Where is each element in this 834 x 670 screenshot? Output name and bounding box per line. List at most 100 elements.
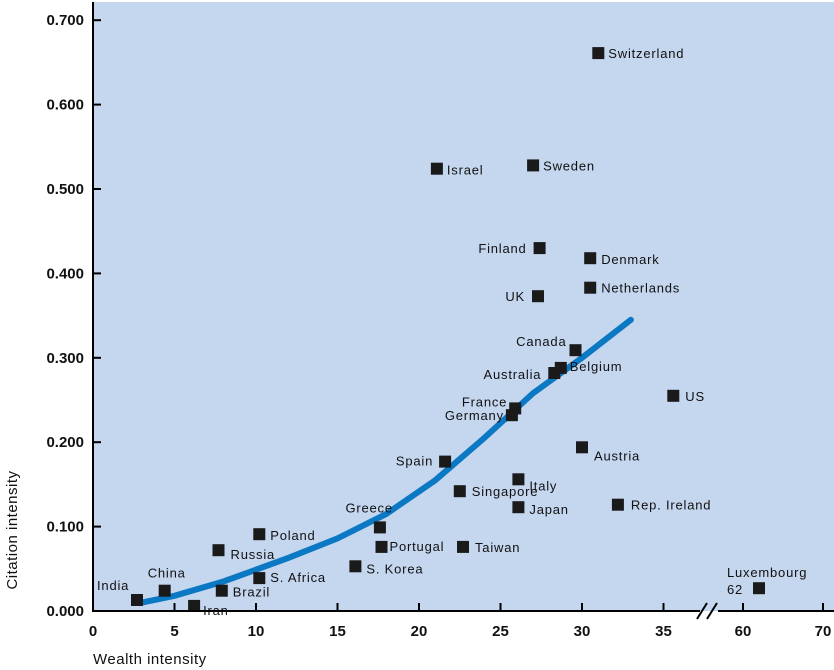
point-israel: Israel: [430, 162, 484, 178]
axis-break-mark: [706, 602, 718, 620]
point-marker-greece: [373, 521, 386, 534]
point-marker-poland: [253, 528, 266, 541]
point-greece: Greece: [345, 500, 392, 534]
point-marker-italy: [512, 473, 525, 486]
trend-line-layer: [138, 316, 634, 606]
point-label-israel: Israel: [447, 163, 484, 178]
point-label-luxembourg-value: 62: [727, 582, 743, 597]
y-tick-label: 0.300: [46, 350, 84, 367]
point-marker-israel: [430, 162, 443, 175]
point-marker-finland: [533, 242, 546, 255]
x-tick-label: 60: [735, 623, 752, 640]
point-singapore: Singapore: [453, 484, 538, 499]
point-germany: Germany: [445, 408, 518, 423]
point-label-italy: Italy: [529, 478, 557, 493]
point-marker-russia: [212, 544, 225, 557]
point-label-canada: Canada: [516, 334, 566, 349]
y-axis-label: Citation intensity: [4, 470, 21, 589]
point-label-belgium: Belgium: [570, 359, 623, 374]
x-axis-label: Wealth intensity: [93, 651, 207, 668]
point-label-taiwan: Taiwan: [475, 540, 520, 555]
point-label-switzerland: Switzerland: [608, 46, 684, 61]
data-points-layer: Switzerland Sweden Israel Finland Denmark Net…: [97, 46, 807, 618]
point-luxembourg: Luxembourg 62: [727, 565, 807, 597]
point-label-us: US: [685, 389, 705, 404]
point-marker-sweden: [527, 159, 540, 172]
point-marker-luxembourg: [753, 582, 765, 595]
point-japan: Japan: [512, 501, 568, 517]
point-label-japan: Japan: [529, 502, 568, 517]
point-label-portugal: Portugal: [390, 539, 445, 554]
point-label-finland: Finland: [478, 241, 526, 256]
point-marker-singapore: [453, 485, 466, 498]
y-tick-label: 0.200: [46, 434, 84, 451]
point-marker-us: [667, 389, 680, 402]
point-label-france: France: [462, 394, 507, 409]
y-tick-label: 0.600: [46, 97, 84, 114]
point-label-singapore: Singapore: [472, 484, 538, 499]
point-poland: Poland: [253, 528, 315, 543]
point-russia: Russia: [212, 544, 276, 562]
point-marker-australia: [548, 367, 561, 379]
point-canada: Canada: [516, 334, 582, 357]
point-marker-spain: [439, 455, 452, 468]
y-tick-label: 0.500: [46, 181, 84, 198]
point-portugal: Portugal: [375, 539, 445, 554]
point-label-greece: Greece: [345, 500, 392, 515]
point-china: China: [148, 566, 186, 597]
point-spain: Spain: [396, 454, 452, 469]
axes-layer: 0.000 0.100 0.200 0.300 0.400 0.500 0.600 0.700…: [46, 2, 834, 640]
point-marker-iran: [188, 599, 201, 612]
point-label-australia: Australia: [484, 367, 542, 382]
point-sweden: Sweden: [527, 158, 595, 173]
point-marker-denmark: [584, 252, 597, 265]
point-rep-ireland: Rep. Ireland: [611, 498, 711, 513]
x-tick-label: 5: [170, 623, 178, 640]
point-label-sweden: Sweden: [543, 158, 595, 173]
point-india: India: [97, 578, 143, 606]
point-marker-china: [158, 584, 171, 597]
point-marker-brazil: [215, 584, 228, 597]
x-tick-label: 20: [411, 623, 428, 640]
point-label-austria: Austria: [594, 448, 640, 463]
point-marker-japan: [512, 501, 525, 514]
point-label-luxembourg: Luxembourg: [727, 565, 807, 580]
point-austria: Austria: [576, 441, 640, 463]
point-switzerland: Switzerland: [592, 46, 684, 61]
point-s-africa: S. Africa: [253, 570, 326, 585]
point-netherlands: Netherlands: [584, 281, 680, 296]
x-tick-label: 15: [329, 623, 346, 640]
point-australia: Australia: [484, 367, 561, 382]
y-tick-label: 0.400: [46, 265, 84, 282]
point-label-germany: Germany: [445, 408, 504, 423]
point-label-uk: UK: [505, 289, 525, 304]
point-brazil: Brazil: [215, 584, 269, 600]
point-taiwan: Taiwan: [457, 540, 520, 555]
point-italy: Italy: [512, 473, 557, 493]
point-us: US: [667, 389, 705, 404]
point-marker-rep-ireland: [611, 498, 624, 511]
x-tick-label: 0: [89, 623, 97, 640]
point-marker-canada: [569, 344, 582, 357]
point-marker-netherlands: [584, 281, 597, 294]
point-label-netherlands: Netherlands: [601, 281, 680, 296]
plot-area: [93, 2, 834, 611]
point-label-s-africa: S. Africa: [270, 570, 326, 585]
x-tick-label: 70: [815, 623, 832, 640]
point-label-india: India: [97, 578, 129, 593]
point-marker-taiwan: [457, 540, 469, 553]
y-tick-label: 0.100: [46, 519, 84, 536]
y-tick-label: 0.000: [46, 603, 84, 620]
point-label-rep-ireland: Rep. Ireland: [631, 498, 711, 513]
trend-line: [138, 316, 634, 606]
point-marker-portugal: [375, 540, 388, 553]
point-label-s-korea: S. Korea: [366, 561, 423, 576]
point-label-russia: Russia: [231, 547, 276, 562]
point-label-china: China: [148, 566, 186, 581]
point-marker-s-africa: [253, 572, 266, 585]
point-marker-germany: [505, 409, 518, 422]
y-tick-label: 0.700: [46, 12, 84, 29]
point-finland: Finland: [478, 241, 546, 256]
point-denmark: Denmark: [584, 252, 659, 267]
point-s-korea: S. Korea: [349, 560, 423, 576]
